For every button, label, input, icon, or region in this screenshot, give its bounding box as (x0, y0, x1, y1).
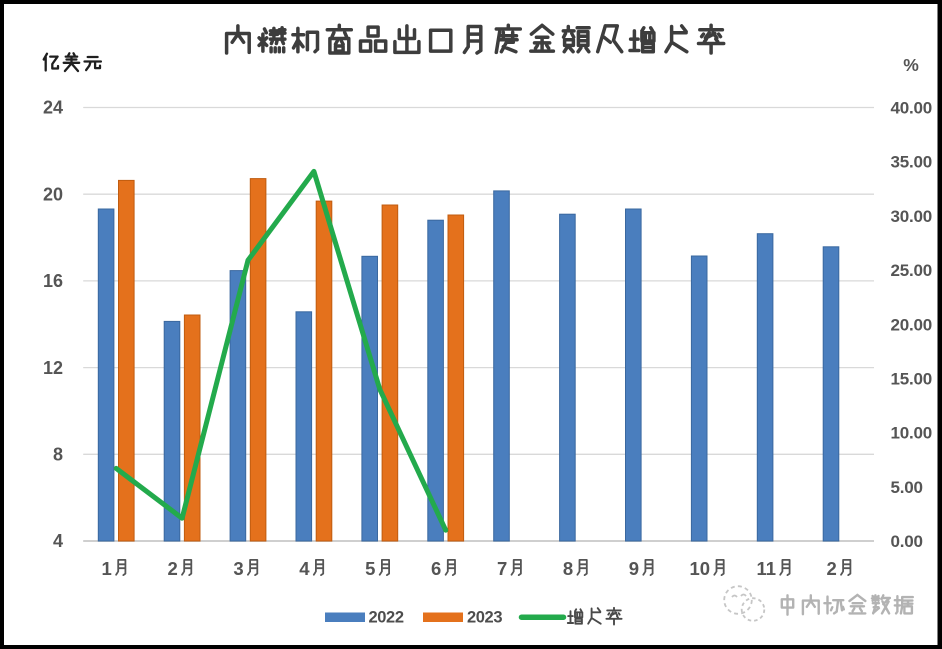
svg-text:16: 16 (43, 271, 63, 291)
svg-text:4: 4 (53, 531, 63, 551)
svg-text:3: 3 (233, 558, 243, 579)
svg-text:4: 4 (299, 558, 310, 579)
svg-text:2022: 2022 (369, 609, 404, 627)
svg-text:35.00: 35.00 (891, 153, 933, 172)
svg-text:25.00: 25.00 (891, 261, 933, 280)
svg-text:30.00: 30.00 (891, 207, 933, 226)
svg-text:11: 11 (756, 558, 776, 579)
svg-text:20.00: 20.00 (891, 315, 933, 334)
svg-text:5: 5 (365, 558, 375, 579)
svg-text:12: 12 (43, 358, 63, 378)
svg-text:1: 1 (102, 558, 112, 579)
svg-text:0.00: 0.00 (891, 532, 923, 551)
svg-text:24: 24 (43, 98, 63, 118)
svg-text:2: 2 (167, 558, 177, 579)
svg-text:5.00: 5.00 (891, 478, 923, 497)
svg-text:8: 8 (563, 558, 573, 579)
svg-text:15.00: 15.00 (891, 369, 933, 388)
svg-text:6: 6 (431, 558, 441, 579)
svg-text:9: 9 (629, 558, 639, 579)
svg-text:10.00: 10.00 (891, 424, 933, 443)
svg-text:%: % (903, 55, 919, 75)
svg-text:2023: 2023 (467, 609, 502, 627)
svg-text:10: 10 (690, 558, 711, 579)
svg-text:8: 8 (53, 445, 63, 465)
svg-text:7: 7 (497, 558, 507, 579)
svg-text:20: 20 (43, 184, 63, 204)
svg-text:40.00: 40.00 (891, 99, 933, 118)
svg-text:2: 2 (826, 558, 836, 579)
